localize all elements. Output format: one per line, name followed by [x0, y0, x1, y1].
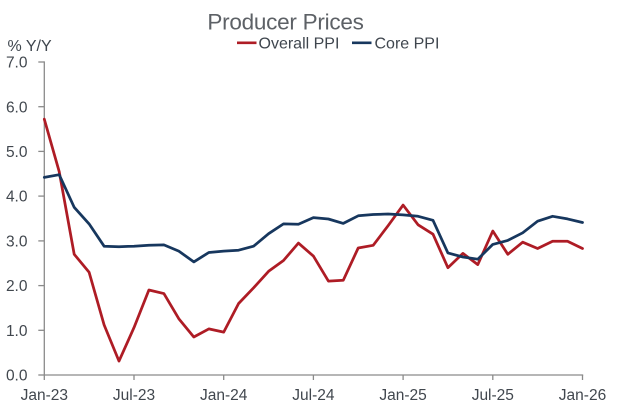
svg-text:Overall PPI: Overall PPI	[259, 35, 340, 52]
svg-text:3.0: 3.0	[6, 234, 28, 251]
svg-text:7.0: 7.0	[6, 55, 28, 72]
svg-text:Jul-24: Jul-24	[292, 387, 335, 404]
svg-text:2.0: 2.0	[6, 278, 28, 295]
svg-text:Jan-26: Jan-26	[559, 387, 606, 404]
svg-text:Jan-25: Jan-25	[379, 387, 426, 404]
svg-text:0.0: 0.0	[6, 368, 28, 385]
svg-text:1.0: 1.0	[6, 323, 28, 340]
svg-text:% Y/Y: % Y/Y	[8, 38, 53, 55]
svg-text:Jul-23: Jul-23	[113, 387, 155, 404]
svg-text:4.0: 4.0	[6, 189, 28, 206]
svg-text:Jan-23: Jan-23	[21, 387, 68, 404]
svg-text:6.0: 6.0	[6, 99, 28, 116]
svg-text:Jan-24: Jan-24	[200, 387, 248, 404]
svg-text:Core PPI: Core PPI	[375, 35, 440, 52]
svg-text:5.0: 5.0	[6, 144, 28, 161]
svg-text:Producer Prices: Producer Prices	[207, 9, 363, 34]
svg-text:Jul-25: Jul-25	[472, 387, 514, 404]
